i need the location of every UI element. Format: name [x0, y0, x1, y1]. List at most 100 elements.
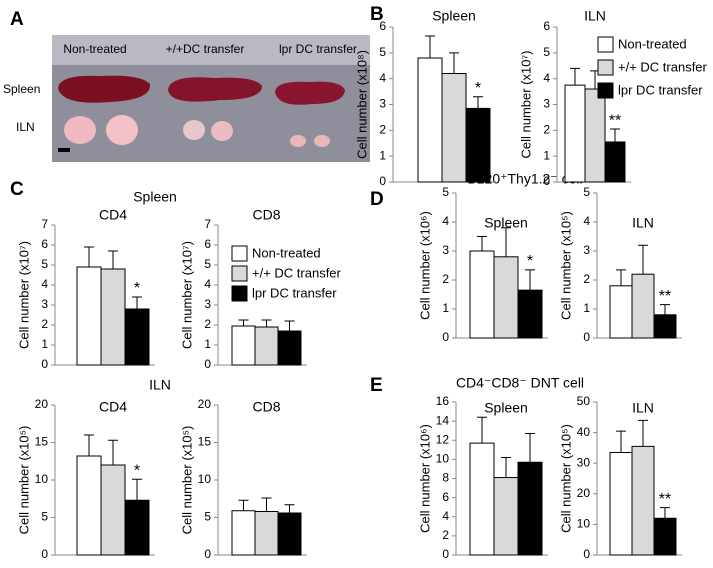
bar	[124, 308, 150, 366]
error-bar	[501, 227, 511, 257]
bar	[469, 442, 495, 556]
legend-label: Non-treated	[252, 245, 321, 260]
y-tick-label: 5	[543, 45, 550, 59]
y-tick-label: 1	[583, 301, 590, 315]
heading: B220⁺Thy1.2⁻ cell	[467, 171, 582, 187]
y-tick-label: 3	[442, 243, 449, 257]
bar	[231, 510, 256, 556]
y-tick-label: 1	[442, 301, 449, 315]
y-axis-label: Cell number (x10⁵)	[179, 426, 194, 535]
panel-label: E	[370, 375, 383, 396]
legend-label: Non-treated	[618, 36, 687, 51]
y-tick-label: 3	[41, 297, 48, 311]
y-tick-label: 2	[379, 123, 386, 137]
error-bar	[108, 439, 118, 465]
y-tick-label: 4	[204, 277, 211, 291]
y-tick-label: 15	[198, 435, 212, 449]
legend-swatch	[231, 245, 248, 262]
chart-title: ILN	[584, 8, 606, 24]
error-bar	[261, 319, 272, 327]
y-tick-label: 2	[41, 317, 48, 331]
error-bar	[638, 244, 648, 275]
y-axis-label: Cell number (x10⁷)	[179, 241, 194, 349]
y-axis-label: Cell number (x10⁵)	[16, 426, 31, 535]
bar	[254, 326, 279, 366]
y-tick-label: 5	[204, 257, 211, 271]
error-bar	[638, 419, 648, 447]
bar	[465, 107, 491, 183]
iln-organ	[183, 120, 205, 140]
significance: *	[134, 280, 140, 297]
y-tick-label: 16	[436, 394, 450, 408]
y-tick-label: 4	[41, 277, 48, 291]
y-axis-label: Cell number (x10⁶)	[417, 211, 432, 320]
y-tick-label: 20	[198, 397, 212, 411]
y-tick-label: 6	[543, 19, 550, 33]
y-tick-label: 0	[379, 174, 386, 188]
y-axis-label: Cell number (x10⁶)	[417, 424, 432, 533]
bar	[76, 266, 102, 366]
legend-label: +/+ DC transfer	[618, 59, 708, 74]
bar	[653, 517, 677, 556]
bar	[441, 73, 467, 183]
y-axis-label: Cell number (x10⁷)	[16, 241, 31, 349]
y-axis-label: Cell number (x10⁵)	[558, 211, 573, 320]
significance: *	[134, 462, 140, 479]
column-label: Non-treated	[63, 42, 126, 56]
error-bar	[616, 430, 626, 453]
chart-title: Spleen	[484, 215, 528, 231]
error-bar	[570, 67, 580, 86]
column-label: +/+DC transfer	[166, 42, 245, 56]
bar	[417, 57, 443, 183]
y-tick-label: 10	[577, 517, 591, 531]
bar	[517, 289, 543, 339]
chart-title: Spleen	[432, 8, 476, 24]
significance: *	[527, 253, 533, 270]
legend-swatch	[597, 82, 614, 99]
y-tick-label: 0	[204, 547, 211, 561]
significance: **	[659, 288, 671, 305]
bar	[631, 445, 655, 556]
bar	[653, 314, 677, 339]
chart-title: CD8	[252, 207, 280, 223]
y-tick-label: 20	[35, 397, 49, 411]
y-axis-label: Cell number (x10⁷)	[518, 50, 533, 158]
bar	[124, 499, 150, 556]
y-tick-label: 2	[442, 528, 449, 542]
y-tick-label: 4	[442, 214, 449, 228]
photo-top	[52, 35, 370, 65]
bar	[609, 285, 633, 339]
chart-title: CD8	[252, 399, 280, 415]
bar	[100, 464, 126, 556]
y-tick-label: 15	[35, 435, 49, 449]
y-tick-label: 3	[583, 243, 590, 257]
y-tick-label: 4	[442, 509, 449, 523]
y-tick-label: 3	[379, 97, 386, 111]
iln-organ	[314, 135, 330, 147]
y-tick-label: 0	[543, 174, 550, 188]
bar	[493, 477, 519, 556]
chart-title: ILN	[632, 215, 654, 231]
bar	[277, 512, 302, 556]
legend-label: +/+ DC transfer	[252, 265, 342, 280]
row-label: ILN	[16, 120, 35, 134]
bar	[493, 256, 519, 339]
y-axis-label: Cell number (x10⁸)	[354, 50, 369, 159]
error-bar	[84, 434, 94, 456]
y-tick-label: 0	[204, 357, 211, 371]
y-tick-label: 5	[442, 185, 449, 199]
y-tick-label: 4	[543, 71, 550, 85]
y-tick-label: 0	[41, 357, 48, 371]
legend-swatch	[597, 59, 614, 76]
heading: Spleen	[133, 189, 177, 205]
bar	[517, 461, 543, 556]
y-axis-label: Cell number (x10⁵)	[558, 424, 573, 533]
panel-label: A	[10, 9, 24, 30]
y-tick-label: 0	[442, 330, 449, 344]
legend-swatch	[597, 36, 614, 53]
chart-title: CD4	[99, 207, 127, 223]
error-bar	[525, 433, 535, 463]
y-tick-label: 0	[583, 547, 590, 561]
iln-organ	[211, 121, 233, 141]
y-tick-label: 10	[35, 472, 49, 486]
